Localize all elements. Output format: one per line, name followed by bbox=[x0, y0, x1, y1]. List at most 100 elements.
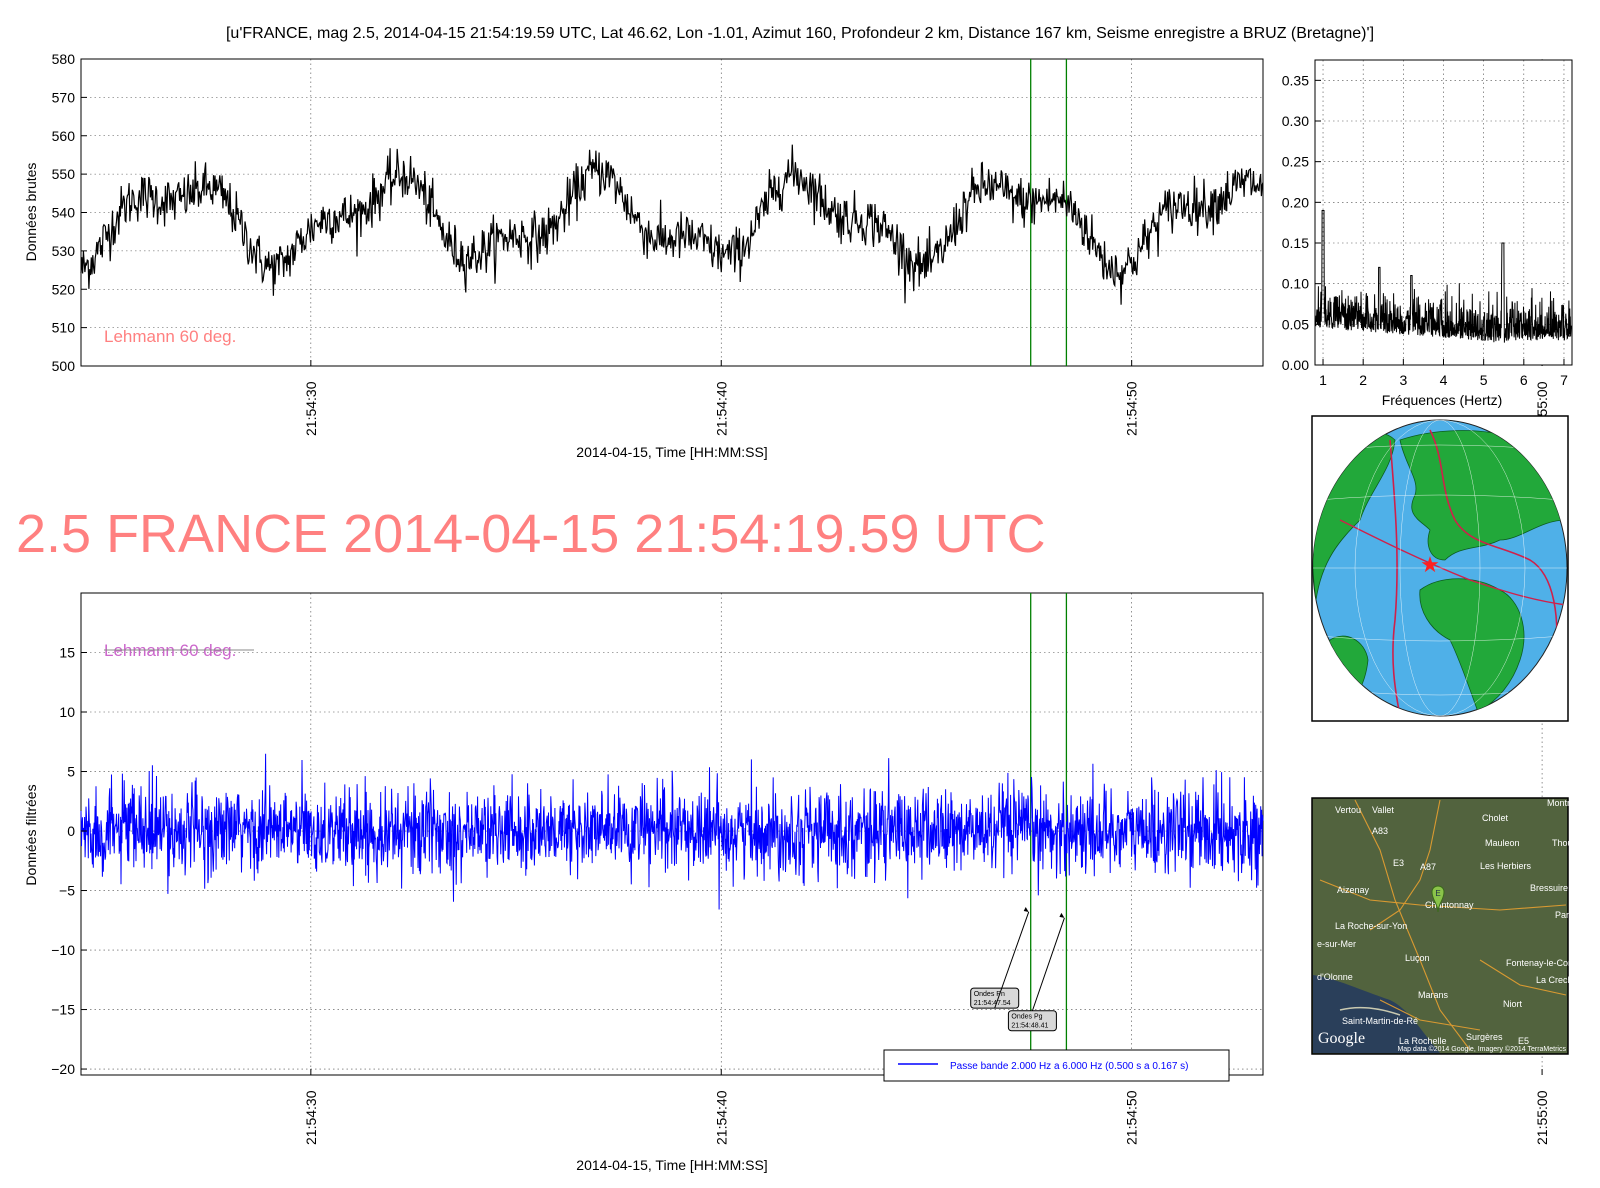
map-label: Niort bbox=[1503, 999, 1523, 1009]
map-label: d'Olonne bbox=[1317, 972, 1353, 982]
africa-land bbox=[1419, 578, 1525, 713]
map-marker-letter: E bbox=[1435, 889, 1440, 898]
map-label: Vallet bbox=[1372, 805, 1394, 815]
map-label: Aizenay bbox=[1337, 885, 1370, 895]
map-roads bbox=[1319, 799, 1567, 1051]
spectrum-x-ticks: 1 2 3 4 5 6 7 bbox=[1319, 359, 1568, 388]
raw-ytick-label: 570 bbox=[52, 89, 76, 105]
globe-content bbox=[1313, 420, 1567, 716]
spectrum-trace bbox=[1315, 210, 1572, 343]
raw-ytick-label: 540 bbox=[52, 205, 76, 221]
map-label: Les Herbiers bbox=[1480, 861, 1532, 871]
filt-xtick-label: 21:55:00 bbox=[1534, 1090, 1550, 1145]
map-label: Parthen bbox=[1555, 910, 1587, 920]
globe-panel: ★ bbox=[1311, 415, 1569, 722]
spectrum-y-ticks: 0.00 0.05 0.10 0.15 0.20 0.25 0.30 0.35 bbox=[1282, 72, 1321, 373]
filtered-y-ticks: −20 −15 −10 −5 0 5 10 15 bbox=[51, 645, 87, 1077]
spec-xtick-label: 7 bbox=[1560, 372, 1568, 388]
phase-annotation-arrow bbox=[994, 911, 1030, 1009]
raw-ylabel: Données brutes bbox=[23, 163, 39, 262]
map-label: Cholet bbox=[1482, 813, 1509, 823]
map-label: Saint-Martin-de-Ré bbox=[1342, 1016, 1418, 1026]
spec-ytick-label: 0.05 bbox=[1282, 316, 1309, 332]
phase-annotation-arrowhead bbox=[1059, 912, 1065, 918]
epicenter-star-icon: ★ bbox=[1420, 553, 1440, 578]
spec-ytick-label: 0.20 bbox=[1282, 194, 1309, 210]
raw-ytick-label: 550 bbox=[52, 166, 76, 182]
map-label: E5 bbox=[1518, 1036, 1529, 1046]
map-footer: Map data ©2014 Google, Imagery ©2014 Ter… bbox=[1397, 1045, 1566, 1053]
phase-annotation-time: 21:54:47.54 bbox=[974, 1000, 1011, 1007]
filt-ytick-label: −10 bbox=[51, 942, 75, 958]
phase-annotation-name: Ondes Pn bbox=[974, 991, 1005, 998]
spec-xtick-label: 5 bbox=[1480, 372, 1488, 388]
filtered-ylabel: Données filtrées bbox=[23, 784, 39, 885]
phase-annotation: Ondes Pg 21:54:48.41 bbox=[1007, 912, 1065, 1032]
plate-boundary-2 bbox=[1389, 439, 1401, 716]
raw-y-ticks: 500 510 520 530 540 550 560 570 580 bbox=[52, 51, 87, 374]
spec-ytick-label: 0.35 bbox=[1282, 72, 1309, 88]
raw-xlabel: 2014-04-15, Time [HH:MM:SS] bbox=[576, 444, 767, 460]
spec-ytick-label: 0.25 bbox=[1282, 154, 1309, 170]
map-label: E3 bbox=[1393, 858, 1404, 868]
spec-ytick-label: 0.10 bbox=[1282, 276, 1309, 292]
map-label: La Roche-sur-Yon bbox=[1335, 921, 1407, 931]
filt-ytick-label: −5 bbox=[59, 883, 75, 899]
spec-ytick-label: 0.00 bbox=[1282, 357, 1309, 373]
filt-ytick-label: −20 bbox=[51, 1061, 75, 1077]
map-marker-icon bbox=[1431, 885, 1445, 913]
map-label: La Rochelle bbox=[1399, 1036, 1447, 1046]
map-label: Surgères bbox=[1466, 1032, 1503, 1042]
map-sea bbox=[1313, 975, 1440, 1053]
map-label: A87 bbox=[1420, 862, 1436, 872]
map-island bbox=[1339, 1006, 1401, 1016]
spec-xtick-label: 6 bbox=[1520, 372, 1528, 388]
filt-xtick-label: 21:54:40 bbox=[713, 1090, 729, 1145]
map-label: Thou bbox=[1552, 838, 1573, 848]
spec-xtick-label: 4 bbox=[1440, 372, 1448, 388]
raw-xtick-label: 21:54:50 bbox=[1124, 381, 1140, 436]
filt-ytick-label: 5 bbox=[67, 764, 75, 780]
phase-annotation-time: 21:54:48.41 bbox=[1011, 1023, 1048, 1030]
raw-ytick-label: 530 bbox=[52, 243, 76, 259]
raw-ytick-label: 510 bbox=[52, 320, 76, 336]
raw-ytick-label: 520 bbox=[52, 281, 76, 297]
filt-ytick-label: 15 bbox=[59, 645, 75, 661]
map-label: A83 bbox=[1372, 826, 1388, 836]
filt-xtick-label: 21:54:50 bbox=[1124, 1090, 1140, 1145]
plate-boundary-3 bbox=[1339, 519, 1567, 606]
map-label: Fontenay-le-Comte bbox=[1506, 958, 1583, 968]
map-label: Vertou bbox=[1335, 805, 1361, 815]
spec-ytick-label: 0.30 bbox=[1282, 113, 1309, 129]
filt-ytick-label: 10 bbox=[59, 704, 75, 720]
phase-annotation-arrowhead bbox=[1023, 906, 1029, 912]
map-label: e-sur-Mer bbox=[1317, 939, 1356, 949]
map-panel: Vertou Vallet Cholet Montre A83 Mauleon Thou E3… bbox=[1311, 797, 1587, 1055]
filtered-trace bbox=[80, 753, 1264, 910]
filtered-x-ticks: 21:54:3021:54:4021:54:5021:55:0021:55:10… bbox=[303, 1069, 1550, 1145]
big-title: 2.5 FRANCE 2014-04-15 21:54:19.59 UTC bbox=[16, 504, 1046, 564]
raw-panel: 500 510 520 530 540 550 560 570 580 21:54:30 21:5… bbox=[23, 51, 1550, 460]
map-label: Mauleon bbox=[1485, 838, 1520, 848]
map-label: La Crech bbox=[1536, 975, 1573, 985]
filtered-xlabel: 2014-04-15, Time [HH:MM:SS] bbox=[576, 1157, 767, 1173]
filt-ytick-label: 0 bbox=[67, 823, 75, 839]
legend-label: Passe bande 2.000 Hz a 6.000 Hz (0.500 s… bbox=[950, 1061, 1189, 1072]
map-label: Marans bbox=[1418, 990, 1449, 1000]
spectrum-grid bbox=[1315, 60, 1572, 366]
legend-box bbox=[883, 1049, 1230, 1082]
raw-ytick-label: 500 bbox=[52, 358, 76, 374]
raw-ytick-label: 580 bbox=[52, 51, 76, 67]
phase-annotation-arrow bbox=[1031, 917, 1065, 1011]
phase-annotation-name: Ondes Pg bbox=[1011, 1014, 1042, 1021]
spec-ytick-label: 0.15 bbox=[1282, 235, 1309, 251]
filt-xtick-label: 21:54:30 bbox=[303, 1090, 319, 1145]
map-label: Chantonnay bbox=[1425, 900, 1474, 910]
spectrum-panel: 0.00 0.05 0.10 0.15 0.20 0.25 0.30 0.35 1 2 3 4 5 6 7… bbox=[1282, 59, 1573, 408]
raw-ytick-label: 560 bbox=[52, 128, 76, 144]
spec-xtick-label: 2 bbox=[1359, 372, 1367, 388]
graticule bbox=[1313, 420, 1567, 716]
phase-annotation: Ondes Pn 21:54:47.54 bbox=[970, 906, 1030, 1009]
